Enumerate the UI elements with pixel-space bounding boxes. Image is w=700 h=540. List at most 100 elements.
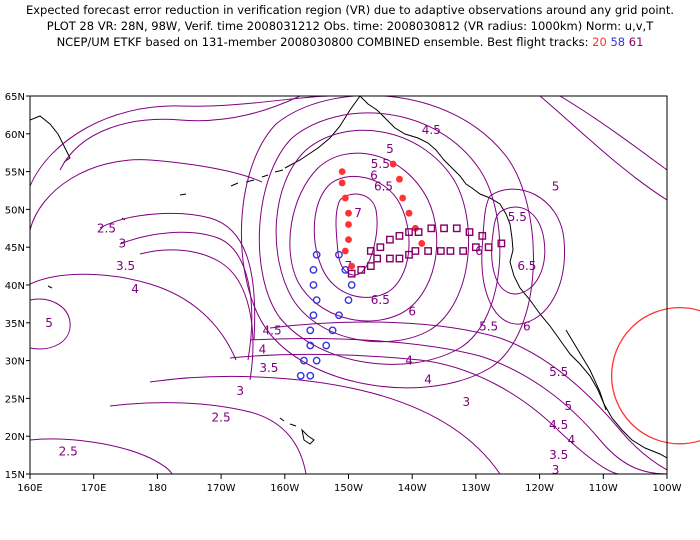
contour-value-label: 5 — [45, 316, 53, 330]
lat-tick-label: 50N — [5, 205, 25, 216]
track-61-point — [386, 254, 394, 263]
contour-value-label: 3.5 — [116, 259, 135, 273]
track-61-point — [395, 254, 404, 263]
contour-3-low — [149, 375, 501, 474]
lon-tick-label: 160E — [17, 483, 42, 494]
track-58-point — [347, 281, 356, 289]
track-58-point — [309, 311, 318, 320]
lat-tick-label: 60N — [5, 130, 25, 141]
track-61-point — [414, 228, 423, 236]
contour-value-label: 4.5 — [263, 323, 282, 337]
contour-lines — [30, 96, 667, 474]
contour-value-label: 4 — [405, 354, 413, 368]
contour-value-label: 6 — [370, 168, 378, 182]
contour-3-5-mid — [30, 159, 263, 231]
lon-tick-label: 180 — [148, 483, 167, 494]
contour-value-label: 5 — [386, 142, 394, 156]
contour-2-5-left — [99, 212, 256, 341]
lon-tick-label: 170W — [207, 483, 236, 494]
contour-value-label: 5 — [564, 399, 572, 413]
contour-value-label: 5 — [552, 180, 560, 194]
contour-5-leftlow — [30, 298, 71, 350]
contour-value-label: 3 — [119, 236, 127, 250]
track-58-point — [312, 296, 321, 305]
contour-value-label: 6 — [408, 304, 416, 318]
contour-2-5-bottomleft — [30, 438, 173, 474]
track-20-point — [341, 247, 349, 255]
contour-value-label: 4 — [568, 433, 576, 447]
contour-value-label: 4.5 — [422, 123, 441, 137]
header-line-3-text: NCEP/UM ETKF based on 131-member 2008030… — [56, 35, 593, 49]
lon-tick-label: 160W — [270, 483, 299, 494]
track-58-point — [322, 341, 331, 350]
track-20-point — [345, 236, 352, 244]
track-20-point — [396, 175, 403, 183]
track-58-point — [309, 265, 318, 274]
track-20-point — [418, 240, 426, 247]
lat-tick-label: 25N — [5, 394, 25, 405]
track-20-point — [348, 262, 356, 270]
lat-tick-label: 15N — [5, 470, 25, 481]
contour-4-5 — [241, 96, 534, 389]
contour-value-label: 2.5 — [97, 221, 116, 235]
aleutian-islands — [230, 169, 284, 187]
lat-tick-label: 45N — [5, 243, 25, 254]
track-58-point — [335, 311, 343, 320]
track-61-point — [459, 247, 468, 255]
track-20-point — [399, 194, 407, 202]
track-20-point — [345, 221, 352, 228]
track-61-point — [357, 265, 366, 274]
baja-peninsula — [565, 329, 607, 411]
track-61-point — [376, 243, 385, 252]
contour-6-right — [491, 206, 546, 295]
contour-6-5 — [313, 175, 410, 298]
contour-value-label: 5.5 — [549, 365, 568, 379]
track-61-point — [347, 269, 356, 278]
track-61-point — [386, 235, 394, 244]
track-61-point — [395, 231, 404, 240]
contour-6 — [289, 152, 438, 322]
contour-value-label: 3 — [552, 463, 560, 477]
contour-value-label: 6.5 — [517, 259, 536, 273]
track-61-point — [452, 224, 461, 233]
lat-tick-label: 35N — [5, 319, 25, 330]
contour-3-5-right — [539, 96, 667, 201]
track-58-point — [309, 281, 318, 289]
track-58-point — [300, 356, 308, 365]
track-61-point — [436, 247, 445, 255]
contour-4-5-low — [269, 321, 667, 471]
contour-value-label: 6.5 — [371, 293, 390, 307]
contour-4-low — [249, 338, 667, 474]
latitude-axis: 15N 20N 25N 30N 35N 40N 45N 50N 55N 60N 65N — [5, 92, 30, 481]
lon-tick-label: 170E — [81, 483, 106, 494]
header-line-2: PLOT 28 VR: 28N, 98W, Verif. time 200803… — [46, 19, 654, 33]
contour-value-label: 4.5 — [549, 418, 568, 432]
contour-value-label: 3.5 — [259, 361, 278, 375]
contour-value-label: 2.5 — [212, 410, 231, 424]
lon-tick-label: 100W — [653, 483, 682, 494]
track-58-point — [335, 250, 343, 259]
contour-value-label: 4 — [259, 342, 267, 356]
lat-tick-label: 40N — [5, 281, 25, 292]
track-61-point — [373, 254, 382, 263]
track-58-point — [306, 341, 315, 350]
contour-value-label: 3.5 — [549, 448, 568, 462]
track-20-point — [389, 160, 397, 168]
track-61-point — [424, 247, 433, 255]
contour-value-label: 5.5 — [371, 157, 390, 171]
track-20-point — [338, 179, 346, 187]
track-58-point — [306, 326, 315, 335]
track-20-point — [341, 194, 349, 202]
contour-5 — [258, 112, 501, 365]
contour-value-label: 5.5 — [479, 320, 498, 334]
track-61-point — [411, 247, 420, 255]
track-number-blue: 58 — [610, 35, 626, 49]
track-20-point — [405, 209, 413, 217]
header-line-1: Expected forecast error reduction in ver… — [25, 3, 675, 17]
track-61-point — [440, 224, 448, 233]
contour-value-label: 2.5 — [59, 444, 78, 458]
lat-tick-label: 65N — [5, 92, 25, 103]
flight-track-markers — [296, 160, 506, 380]
track-58-point — [312, 250, 321, 259]
